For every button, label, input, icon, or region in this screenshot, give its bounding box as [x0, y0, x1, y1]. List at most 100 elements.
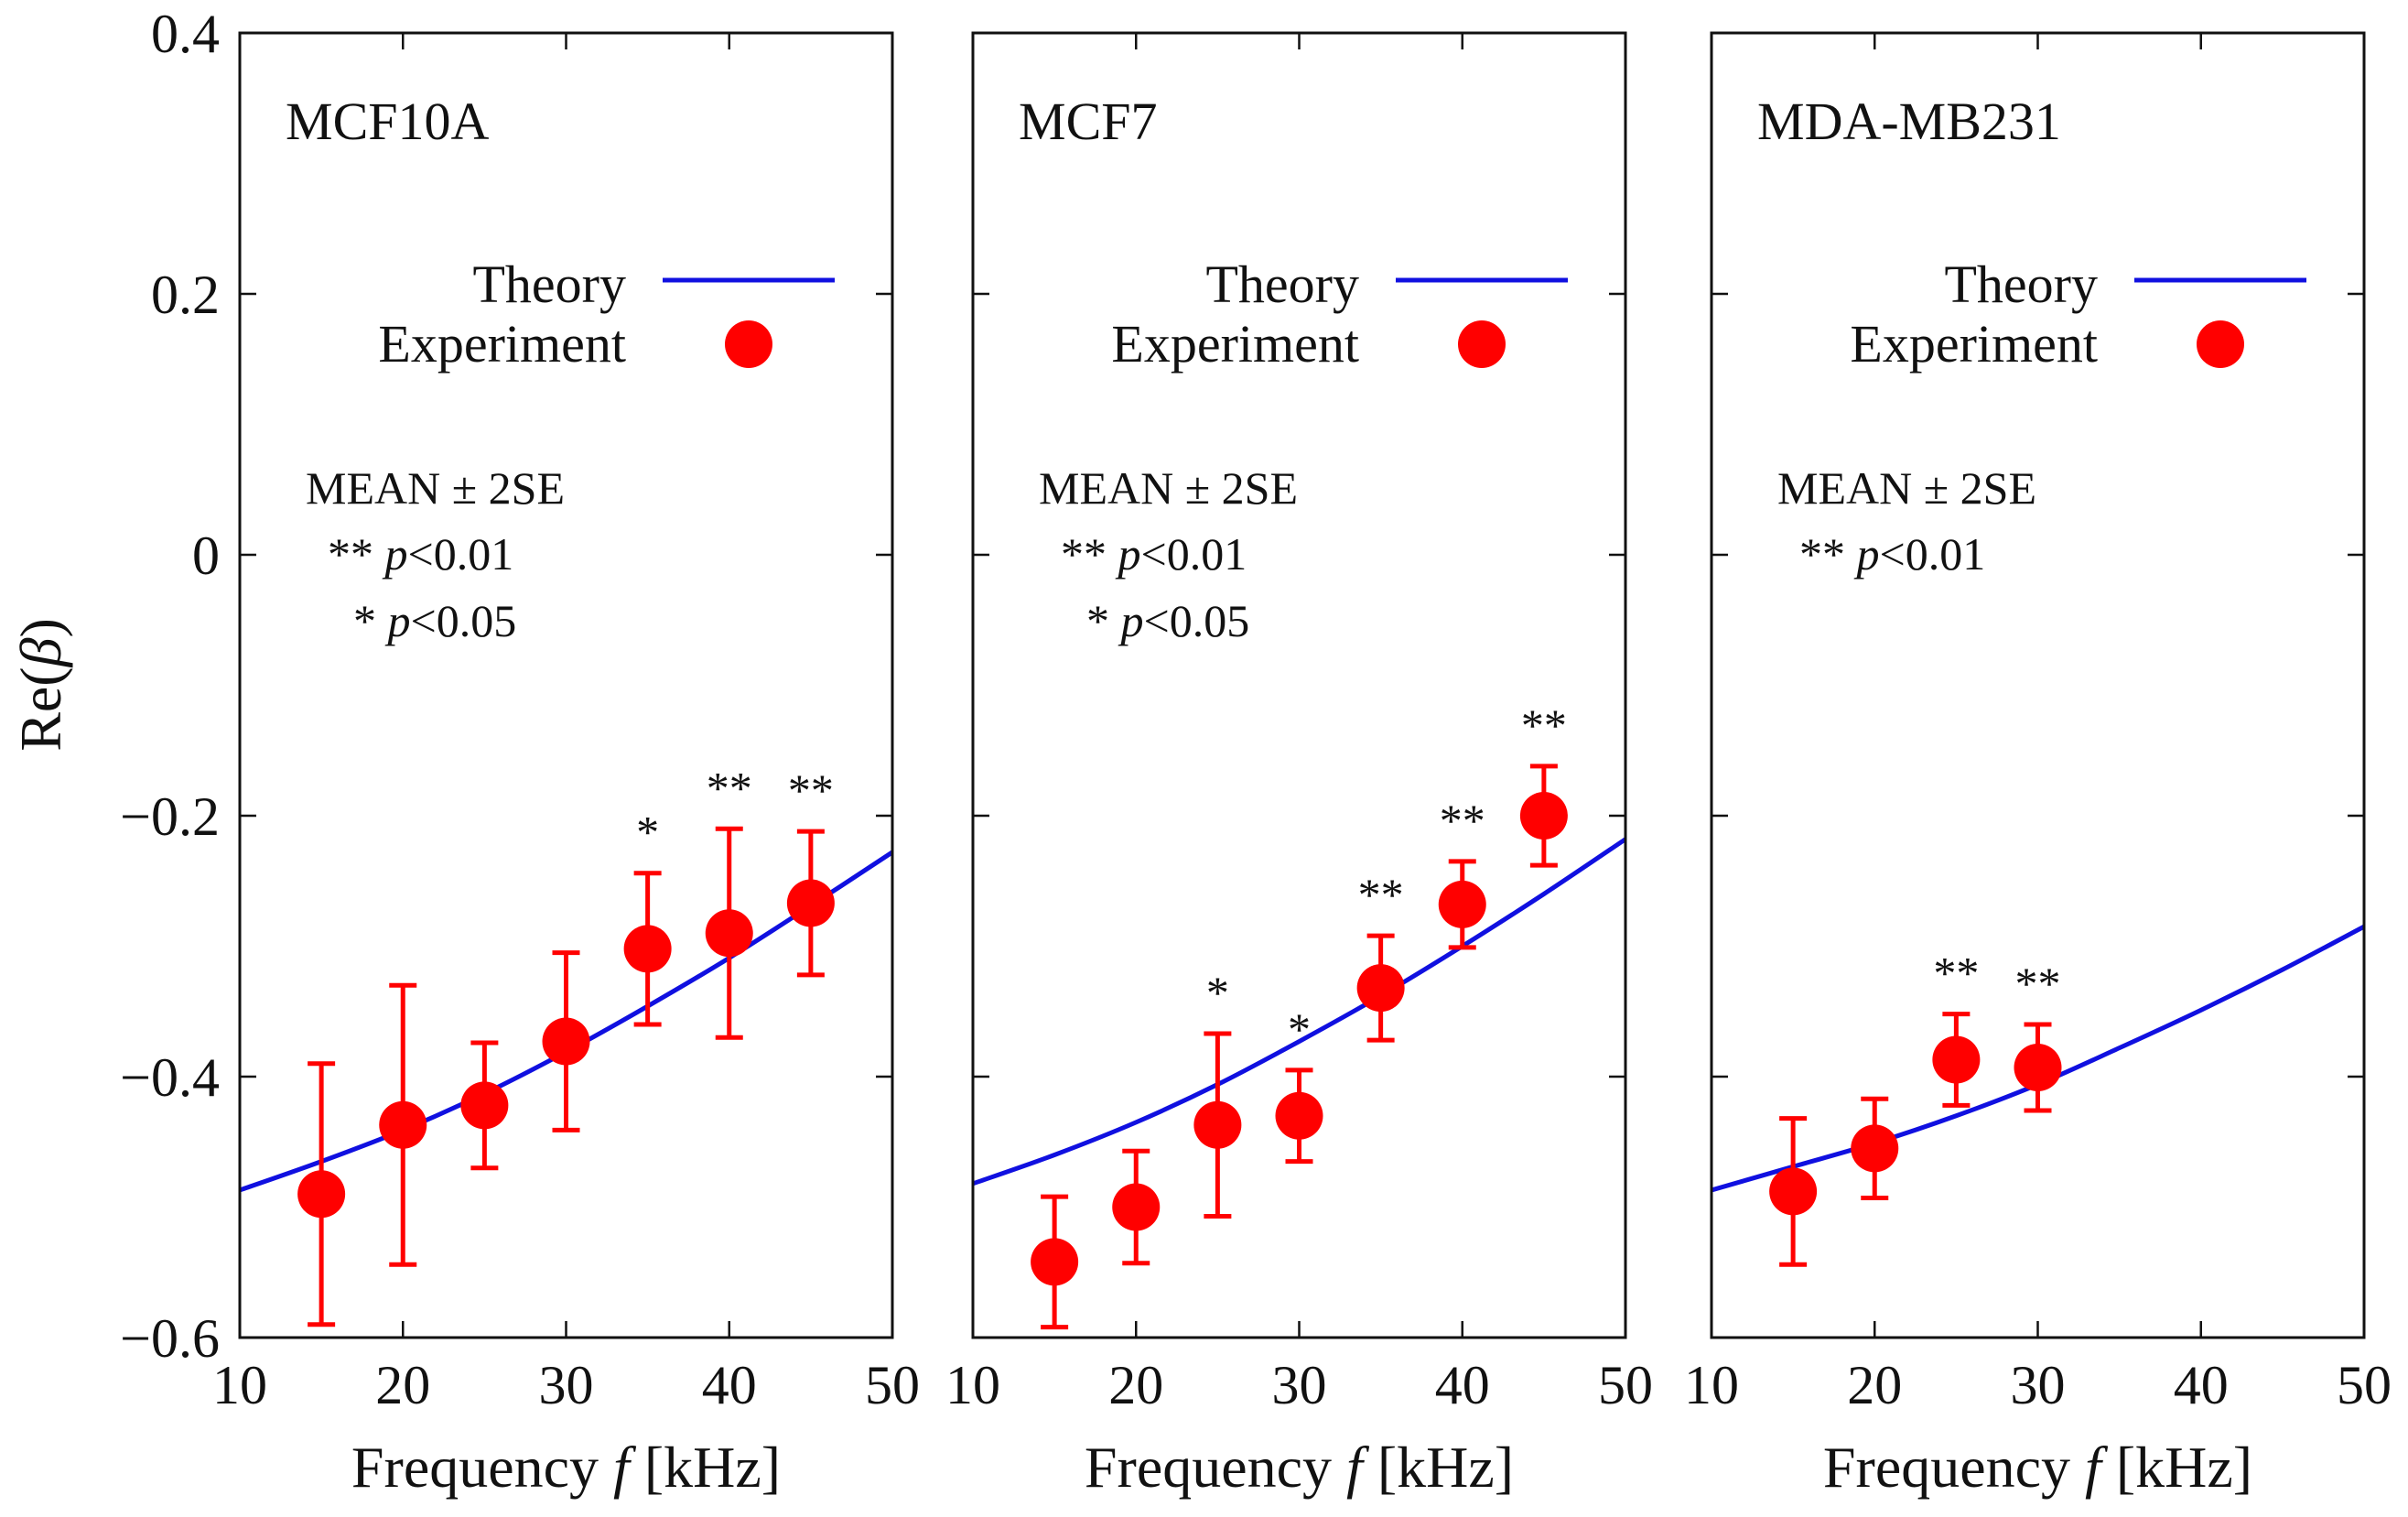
x-axis-label-suffix: [kHz] [630, 1435, 781, 1500]
note-p-symbol: p [1854, 528, 1880, 580]
y-tick-label-text: −0.4 [120, 1047, 220, 1108]
legend-experiment-text: Experiment [378, 314, 626, 374]
experiment-point [297, 1170, 346, 1219]
y-tick-label: 0.4 [151, 4, 220, 64]
stats-note: MEAN ± 2SE** p<0.01* p<0.05 [306, 462, 565, 646]
y-tick-label-text: 0.2 [151, 265, 220, 325]
significance-label: ** [1358, 869, 1404, 920]
note-p005: * p<0.05 [353, 595, 516, 646]
significance-label: * [1206, 967, 1229, 1018]
note-p001: ** p<0.01 [1061, 528, 1247, 580]
x-tick-label-text: 30 [539, 1355, 594, 1415]
significance-label: ** [1521, 699, 1567, 751]
x-tick-label-text: 30 [1272, 1355, 1327, 1415]
experiment-point [379, 1100, 427, 1149]
y-axis-label-suffix: ) [8, 618, 73, 637]
x-axis-label-prefix: Frequency [1085, 1435, 1346, 1500]
panel-title: MCF7 [1019, 92, 1158, 151]
x-tick-label-text: 40 [1435, 1355, 1490, 1415]
y-tick-label: −0.4 [120, 1047, 220, 1108]
note-p-value: <0.01 [1880, 528, 1986, 580]
y-axis-label-prefix: Re( [8, 666, 73, 751]
experiment-point [1769, 1167, 1818, 1216]
note-p-value: <0.01 [1141, 528, 1247, 580]
legend-experiment-label: Experiment [1850, 314, 2098, 374]
note-mean-text: MEAN ± 2SE [306, 462, 565, 514]
plot-frame [238, 31, 894, 1339]
experiment-point [2014, 1044, 2062, 1092]
x-tick-label-text: 20 [1847, 1355, 1902, 1415]
y-tick-label-text: −0.2 [120, 786, 220, 847]
x-tick-label: 10 [1684, 1355, 1739, 1415]
x-tick-label: 50 [1598, 1355, 1653, 1415]
note-p-value: <0.05 [1144, 595, 1250, 646]
significance-label: ** [707, 762, 752, 813]
significance-label: ** [1933, 948, 1979, 999]
panel-title-text: MCF7 [1019, 92, 1158, 151]
experiment-point [1031, 1238, 1079, 1286]
panel-title-text: MCF10A [286, 92, 490, 151]
x-tick-label-text: 40 [2174, 1355, 2229, 1415]
x-axis-label: Frequency f [kHz] [1823, 1435, 2252, 1500]
note-stars: ** [1799, 528, 1857, 580]
note-p-symbol: p [385, 595, 411, 646]
note-mean-text: MEAN ± 2SE [1777, 462, 2036, 514]
x-tick-label: 30 [539, 1355, 594, 1415]
note-stars: * [353, 595, 388, 646]
note-stars: ** [328, 528, 385, 580]
significance-text: ** [1440, 795, 1485, 846]
x-tick-label: 50 [2337, 1355, 2392, 1415]
experiment-point [1932, 1035, 1981, 1084]
x-tick-label-text: 20 [375, 1355, 430, 1415]
legend-theory-text: Theory [473, 255, 627, 314]
legend-theory-label: Theory [1945, 255, 2099, 314]
x-axis-label-suffix: [kHz] [1363, 1435, 1514, 1500]
legend-theory-text: Theory [1206, 255, 1360, 314]
legend-theory-label: Theory [473, 255, 627, 314]
note-p001: ** p<0.01 [1799, 528, 1985, 580]
panel-title: MDA-MB231 [1757, 92, 2061, 151]
significance-label: * [1288, 1003, 1311, 1055]
experiment-point [542, 1017, 590, 1066]
x-tick-label: 30 [1272, 1355, 1327, 1415]
experiment-point [1519, 792, 1568, 840]
x-tick-label: 40 [702, 1355, 757, 1415]
y-tick-label: −0.6 [120, 1308, 220, 1369]
x-tick-label: 10 [212, 1355, 267, 1415]
x-tick-label-text: 20 [1108, 1355, 1163, 1415]
note-p-symbol: p [1118, 595, 1144, 646]
note-p005: * p<0.05 [1086, 595, 1249, 646]
y-tick-label-text: 0 [192, 526, 220, 586]
significance-text: ** [707, 762, 752, 813]
x-tick-label-text: 10 [945, 1355, 1000, 1415]
experiment-point [1438, 880, 1486, 928]
significance-text: * [1206, 967, 1229, 1018]
x-tick-label: 10 [945, 1355, 1000, 1415]
significance-text: ** [1358, 869, 1404, 920]
legend-experiment-swatch [725, 320, 772, 368]
y-axis-label: Re(β) [8, 618, 73, 752]
experiment-point [1193, 1100, 1242, 1149]
legend-theory-label: Theory [1206, 255, 1360, 314]
x-tick-label-text: 40 [702, 1355, 757, 1415]
experiment-point [1356, 964, 1405, 1013]
x-axis-label-prefix: Frequency [1823, 1435, 2085, 1500]
note-stars: * [1086, 595, 1121, 646]
y-tick-label: 0 [192, 526, 220, 586]
theory-curve [973, 837, 1625, 1187]
experiment-point [786, 879, 835, 927]
legend-experiment-swatch [1458, 320, 1506, 368]
stats-note: MEAN ± 2SE ** p<0.01 [1777, 462, 2036, 580]
legend-experiment-label: Experiment [1111, 314, 1359, 374]
significance-text: ** [2015, 958, 2061, 1009]
plot-frame [1710, 31, 2366, 1339]
y-tick-label: 0.2 [151, 265, 220, 325]
note-p-symbol: p [383, 528, 408, 580]
plot-frame [971, 31, 1627, 1339]
x-tick-label: 30 [2011, 1355, 2066, 1415]
x-tick-label: 20 [1108, 1355, 1163, 1415]
